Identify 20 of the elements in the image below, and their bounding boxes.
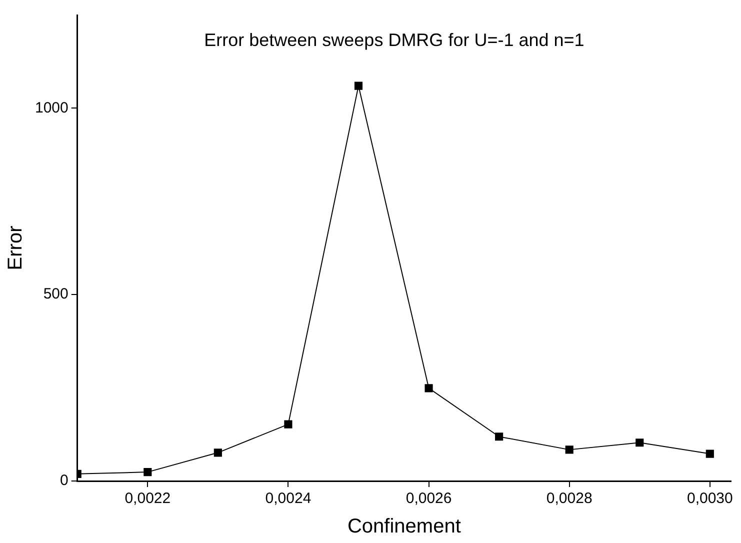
point [214, 448, 222, 457]
x-tick-label: 0,0030 [686, 490, 733, 508]
x-tick-label: 0,0026 [406, 490, 452, 508]
point [565, 446, 574, 454]
y-tick-label: 500 [43, 286, 68, 303]
x-tick-label: 0,0028 [546, 490, 592, 508]
x-axis-title: Confinement [347, 516, 462, 538]
point [284, 420, 292, 428]
text: Error between sweeps DMRG for U=-1 and n=1 [204, 30, 584, 50]
x-tick-label: 0,0024 [265, 490, 312, 508]
point [636, 438, 644, 447]
y-tick-label: 1000 [34, 99, 68, 116]
y-tick-label: 0 [60, 472, 68, 490]
point [144, 468, 152, 476]
y-axis-title: Error [4, 225, 27, 270]
point [354, 82, 363, 90]
point [424, 384, 433, 392]
point [495, 432, 504, 441]
x-tick-label: 0,0022 [124, 490, 171, 508]
point [706, 450, 714, 458]
